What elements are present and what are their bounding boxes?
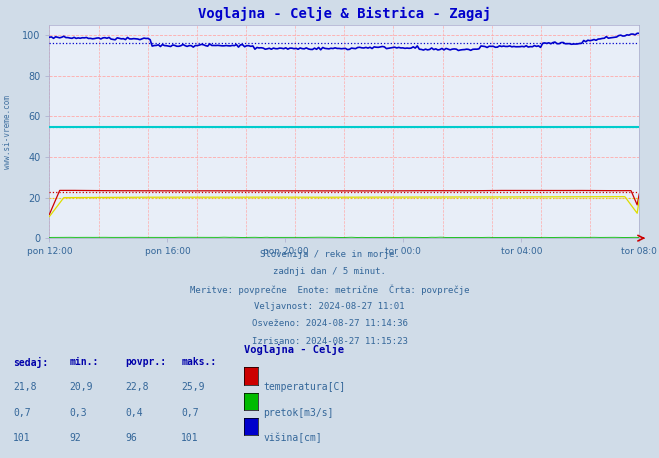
Text: sedaj:: sedaj: — [13, 357, 48, 368]
Text: 22,8: 22,8 — [125, 382, 149, 393]
Text: povpr.:: povpr.: — [125, 357, 166, 367]
Text: Izrisano: 2024-08-27 11:15:23: Izrisano: 2024-08-27 11:15:23 — [252, 337, 407, 346]
Text: višina[cm]: višina[cm] — [264, 433, 322, 443]
Text: 21,8: 21,8 — [13, 382, 37, 393]
Text: 0,4: 0,4 — [125, 408, 143, 418]
Text: 25,9: 25,9 — [181, 382, 205, 393]
Text: 20,9: 20,9 — [69, 382, 93, 393]
Text: maks.:: maks.: — [181, 357, 216, 367]
Text: Voglajna - Celje: Voglajna - Celje — [244, 344, 344, 354]
Text: temperatura[C]: temperatura[C] — [264, 382, 346, 393]
Text: Meritve: povprečne  Enote: metrične  Črta: povprečje: Meritve: povprečne Enote: metrične Črta:… — [190, 284, 469, 295]
Text: Osveženo: 2024-08-27 11:14:36: Osveženo: 2024-08-27 11:14:36 — [252, 319, 407, 328]
Text: 92: 92 — [69, 433, 81, 443]
Text: 0,7: 0,7 — [181, 408, 199, 418]
Text: www.si-vreme.com: www.si-vreme.com — [3, 95, 13, 169]
Text: Veljavnost: 2024-08-27 11:01: Veljavnost: 2024-08-27 11:01 — [254, 302, 405, 311]
Text: 101: 101 — [181, 433, 199, 443]
Text: 0,7: 0,7 — [13, 408, 31, 418]
Text: min.:: min.: — [69, 357, 99, 367]
Text: Slovenija / reke in morje.: Slovenija / reke in morje. — [260, 250, 399, 259]
Text: zadnji dan / 5 minut.: zadnji dan / 5 minut. — [273, 267, 386, 276]
Text: pretok[m3/s]: pretok[m3/s] — [264, 408, 334, 418]
Text: 96: 96 — [125, 433, 137, 443]
Text: 101: 101 — [13, 433, 31, 443]
Title: Voglajna - Celje & Bistrica - Zagaj: Voglajna - Celje & Bistrica - Zagaj — [198, 7, 491, 21]
Text: 0,3: 0,3 — [69, 408, 87, 418]
